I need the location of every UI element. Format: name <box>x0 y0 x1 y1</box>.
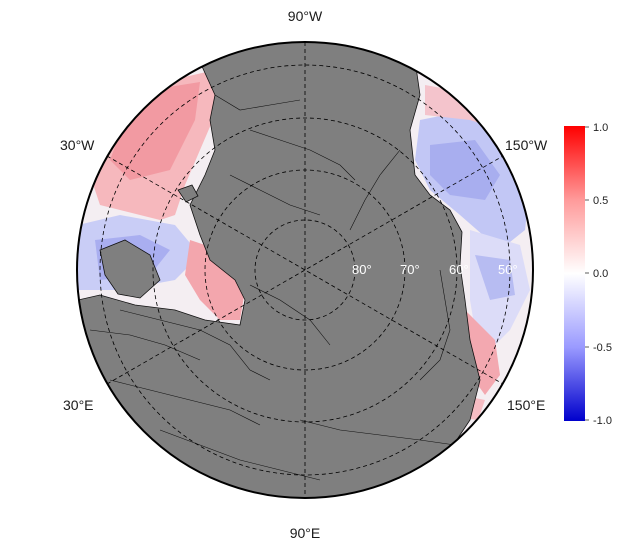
longitude-label-upper-right: 150°W <box>505 137 548 153</box>
latitude-label-60: 60° <box>449 262 469 277</box>
latitude-label-50: 50° <box>498 262 518 277</box>
longitude-label-upper-left: 30°W <box>60 137 95 153</box>
colorbar-tick-label: -1.0 <box>593 415 612 427</box>
graticule <box>99 42 511 498</box>
longitude-label-top: 90°W <box>288 8 323 24</box>
map-boundary <box>76 41 534 499</box>
meridian-30 <box>106 155 504 385</box>
longitude-label-lower-left: 30°E <box>63 397 94 413</box>
latitude-circle-50 <box>99 64 511 476</box>
latitude-labels: 80° 70° 60° 50° <box>352 262 518 277</box>
longitude-label-lower-right: 150°E <box>507 397 545 413</box>
colorbar-gradient <box>564 126 585 421</box>
colorbar: 1.0 0.5 0.0 -0.5 -1.0 <box>564 122 612 427</box>
colorbar-tick-label: 1.0 <box>593 122 608 134</box>
colorbar-tick-label: 0.0 <box>593 268 608 280</box>
longitude-labels: 90°W 90°E 30°W 150°W 30°E 150°E <box>60 8 548 541</box>
latitude-label-70: 70° <box>400 262 420 277</box>
meridian-150 <box>106 155 504 385</box>
latitude-label-80: 80° <box>352 262 372 277</box>
colorbar-tick-label: 0.5 <box>593 195 608 207</box>
longitude-label-bottom: 90°E <box>290 525 321 541</box>
colorbar-tick-label: -0.5 <box>593 342 612 354</box>
latitude-circle-80 <box>254 219 356 321</box>
country-borders <box>89 94 456 481</box>
